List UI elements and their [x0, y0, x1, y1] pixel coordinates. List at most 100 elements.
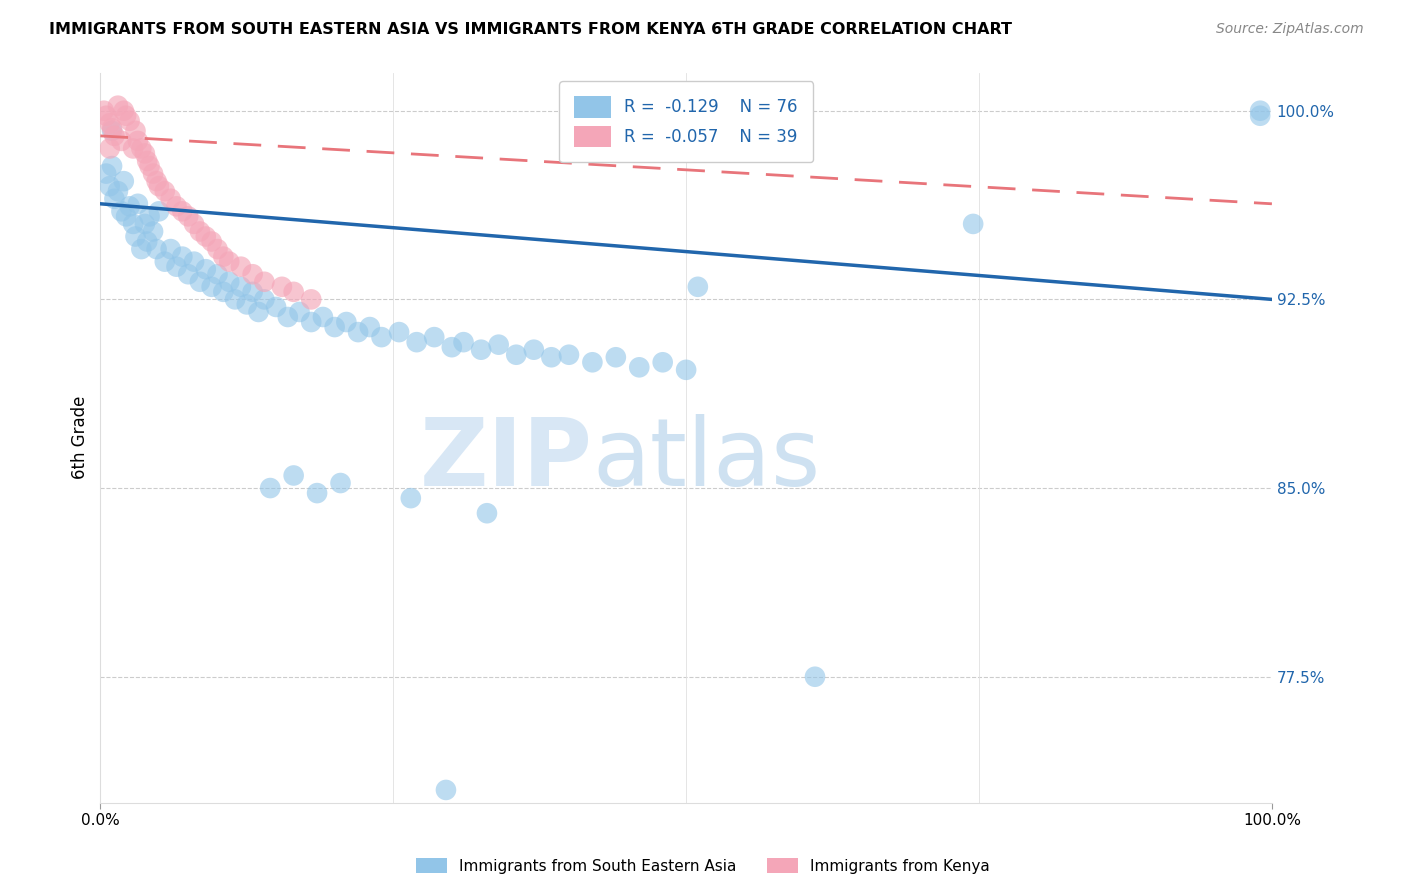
Point [453, 335, 475, 350]
Point [131, 141, 153, 155]
Point [283, 468, 305, 483]
Point [118, 199, 141, 213]
Point [212, 285, 235, 299]
Point [115, 210, 138, 224]
Point [138, 210, 160, 224]
Point [651, 355, 673, 369]
Point [96, 167, 118, 181]
Point [201, 280, 224, 294]
Point [558, 348, 581, 362]
Text: Source: ZipAtlas.com: Source: ZipAtlas.com [1216, 22, 1364, 37]
Point [138, 159, 160, 173]
Point [686, 280, 709, 294]
Point [470, 343, 492, 357]
Point [207, 267, 229, 281]
Point [229, 280, 252, 294]
Point [148, 179, 170, 194]
Point [142, 167, 165, 181]
Point [103, 128, 125, 143]
Point [283, 285, 305, 299]
Point [288, 305, 311, 319]
Point [347, 325, 370, 339]
Point [1249, 109, 1271, 123]
Point [134, 217, 156, 231]
Point [142, 224, 165, 238]
Point [145, 242, 167, 256]
Point [159, 192, 181, 206]
Point [359, 320, 381, 334]
Legend: Immigrants from South Eastern Asia, Immigrants from Kenya: Immigrants from South Eastern Asia, Immi… [411, 852, 995, 880]
Point [124, 124, 146, 138]
Point [122, 141, 145, 155]
Point [329, 476, 352, 491]
Point [212, 250, 235, 264]
Point [110, 204, 132, 219]
Point [277, 310, 299, 324]
Point [166, 260, 188, 274]
Point [323, 320, 346, 334]
Text: IMMIGRANTS FROM SOUTH EASTERN ASIA VS IMMIGRANTS FROM KENYA 6TH GRADE CORRELATIO: IMMIGRANTS FROM SOUTH EASTERN ASIA VS IM… [49, 22, 1012, 37]
Point [307, 486, 329, 500]
Point [475, 506, 498, 520]
Point [1249, 103, 1271, 118]
Point [115, 109, 138, 123]
Point [299, 315, 322, 329]
Point [159, 242, 181, 256]
Point [131, 242, 153, 256]
Point [271, 280, 294, 294]
Point [488, 337, 510, 351]
Point [194, 262, 217, 277]
Point [388, 325, 411, 339]
Point [264, 300, 287, 314]
Point [440, 340, 463, 354]
Point [312, 310, 335, 324]
Point [134, 146, 156, 161]
Point [93, 103, 115, 118]
Point [172, 250, 194, 264]
Point [136, 235, 159, 249]
Point [229, 260, 252, 274]
Point [96, 109, 118, 123]
Point [370, 330, 392, 344]
Point [236, 297, 259, 311]
Point [118, 113, 141, 128]
Point [523, 343, 546, 357]
Point [224, 293, 246, 307]
Point [201, 235, 224, 249]
Point [110, 134, 132, 148]
Point [804, 670, 827, 684]
Point [148, 204, 170, 219]
Point [172, 204, 194, 219]
Point [98, 141, 121, 155]
Point [628, 360, 651, 375]
Point [166, 199, 188, 213]
Point [218, 275, 240, 289]
Point [122, 217, 145, 231]
Point [434, 783, 457, 797]
Point [335, 315, 357, 329]
Point [177, 210, 200, 224]
Point [183, 217, 205, 231]
Point [605, 351, 627, 365]
Point [127, 196, 149, 211]
Point [101, 159, 124, 173]
Point [259, 481, 281, 495]
Text: ZIP: ZIP [419, 414, 592, 506]
Text: atlas: atlas [592, 414, 821, 506]
Point [247, 305, 270, 319]
Point [112, 174, 135, 188]
Point [540, 351, 562, 365]
Point [98, 179, 121, 194]
Legend: R =  -0.129    N = 76, R =  -0.057    N = 39: R = -0.129 N = 76, R = -0.057 N = 39 [560, 81, 813, 162]
Point [112, 103, 135, 118]
Point [405, 335, 427, 350]
Point [136, 154, 159, 169]
Point [107, 98, 129, 112]
Point [505, 348, 527, 362]
Point [253, 293, 276, 307]
Point [101, 121, 124, 136]
Point [675, 363, 697, 377]
Point [153, 184, 176, 198]
Point [207, 242, 229, 256]
Point [581, 355, 603, 369]
